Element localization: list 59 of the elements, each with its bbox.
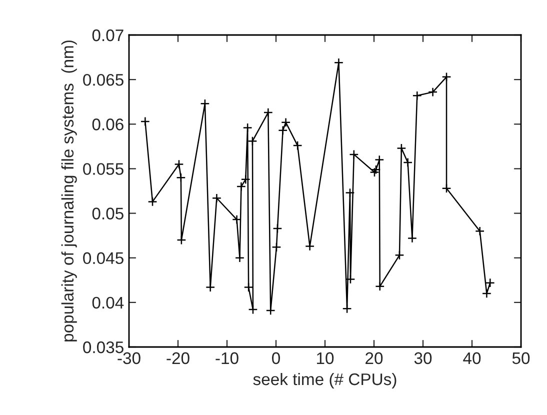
point xyxy=(407,233,418,244)
point xyxy=(206,282,216,292)
point xyxy=(248,136,258,146)
point xyxy=(234,253,245,263)
point xyxy=(428,87,438,97)
point xyxy=(272,242,282,252)
point xyxy=(140,116,150,126)
x-tick-label: 20 xyxy=(366,352,383,364)
y-tick-label: 0.065 xyxy=(83,74,124,86)
x-tick-label: -20 xyxy=(166,352,190,364)
y-tick-label: 0.07 xyxy=(92,29,124,42)
point xyxy=(345,188,355,198)
point xyxy=(176,172,186,182)
point xyxy=(475,226,485,236)
y-tick-label: 0.05 xyxy=(92,208,124,220)
y-tick-label: 0.045 xyxy=(83,252,124,264)
point xyxy=(485,278,495,288)
point xyxy=(176,235,186,245)
x-tick-label: -30 xyxy=(118,352,140,364)
point xyxy=(349,150,359,160)
point xyxy=(482,288,492,298)
point xyxy=(174,159,184,170)
x-tick-label: 30 xyxy=(414,352,432,364)
point xyxy=(442,184,452,194)
y-axis-title: popularity of journaling file systems (nm) xyxy=(61,40,77,342)
y-tick-label: 0.04 xyxy=(92,296,124,309)
y-tick-label: 0.055 xyxy=(83,163,124,175)
point xyxy=(200,98,210,108)
point xyxy=(396,143,406,154)
y-tick-label: 0.06 xyxy=(92,118,124,130)
point xyxy=(248,304,258,314)
point xyxy=(346,274,356,284)
point xyxy=(148,196,158,206)
x-axis-title: seek time (# CPUs) xyxy=(253,372,396,388)
y-tick-label: 0.035 xyxy=(83,341,124,354)
point xyxy=(278,126,288,136)
point xyxy=(375,282,385,292)
point xyxy=(263,108,273,118)
x-tick-label: 50 xyxy=(512,352,530,364)
point xyxy=(374,155,384,165)
point xyxy=(394,250,404,260)
point xyxy=(442,72,452,82)
x-tick-label: -10 xyxy=(216,352,238,364)
x-tick-label: 10 xyxy=(317,352,334,364)
x-tick-label: 0 xyxy=(272,352,280,364)
point xyxy=(412,90,422,100)
point xyxy=(242,122,252,132)
point xyxy=(403,158,413,168)
x-tick-label: 40 xyxy=(463,352,481,364)
point xyxy=(266,306,276,316)
point xyxy=(334,58,344,68)
point xyxy=(292,140,302,150)
point xyxy=(212,193,222,203)
point xyxy=(370,167,380,178)
point xyxy=(281,118,291,128)
point xyxy=(272,224,282,234)
point xyxy=(371,164,381,174)
point xyxy=(244,282,254,292)
point xyxy=(342,304,352,314)
